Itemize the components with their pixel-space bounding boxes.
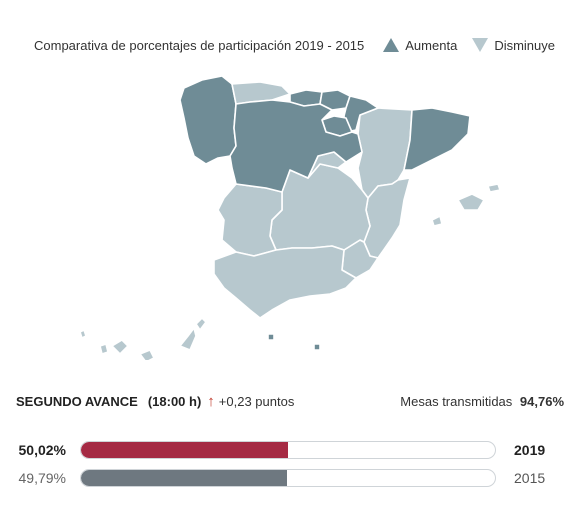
- progress-fill-2015: [81, 470, 288, 486]
- region-galicia[interactable]: [179, 75, 237, 165]
- region-canarias-5[interactable]: [179, 327, 197, 351]
- region-melilla[interactable]: [313, 343, 321, 351]
- region-baleares[interactable]: [457, 193, 485, 211]
- legend-title: Comparativa de porcentajes de participac…: [34, 37, 365, 53]
- participation-pct-2015: 49,79%: [18, 470, 66, 486]
- advance-info-row: SEGUNDO AVANCE (18:00 h) ↑ +0,23 puntos …: [16, 392, 564, 410]
- participation-delta: +0,23 puntos: [218, 393, 295, 409]
- year-label-2019: 2019: [514, 442, 546, 458]
- region-canarias-3[interactable]: [111, 339, 129, 355]
- mesas-label: Mesas transmitidas: [400, 393, 513, 409]
- region-andalucia[interactable]: [213, 245, 357, 319]
- legend-decrease-label: Disminuye: [494, 37, 555, 53]
- triangle-up-icon: [383, 38, 400, 52]
- mesas-transmitidas: Mesas transmitidas 94,76%: [400, 394, 564, 409]
- progress-track-2015: [80, 469, 496, 487]
- spain-map-svg: [79, 75, 501, 360]
- region-canarias-4[interactable]: [139, 349, 155, 360]
- legend-increase: Aumenta: [382, 37, 457, 53]
- map-legend: Comparativa de porcentajes de participac…: [34, 36, 574, 54]
- mesas-value: 94,76%: [519, 393, 564, 409]
- participation-bar-2015: 49,79% 2015: [0, 467, 580, 489]
- region-castilla-y-leon[interactable]: [229, 99, 363, 193]
- legend-increase-label: Aumenta: [405, 37, 458, 53]
- advance-title: SEGUNDO AVANCE: [16, 393, 138, 409]
- triangle-down-icon: [472, 38, 489, 52]
- region-ceuta[interactable]: [267, 333, 275, 341]
- region-navarra[interactable]: [343, 95, 379, 133]
- region-extremadura[interactable]: [217, 183, 283, 257]
- region-canarias-6[interactable]: [195, 317, 207, 331]
- region-cataluna[interactable]: [403, 107, 471, 171]
- participation-pct-2019: 50,02%: [18, 442, 66, 458]
- progress-fill-2019: [81, 442, 289, 458]
- legend-decrease: Disminuye: [471, 37, 555, 53]
- progress-track-2019: [80, 441, 496, 459]
- region-baleares-ibiza[interactable]: [431, 215, 443, 227]
- region-baleares-menorca[interactable]: [487, 183, 501, 193]
- year-label-2015: 2015: [514, 470, 546, 486]
- spain-participation-map: [0, 60, 580, 360]
- region-canarias-1[interactable]: [79, 329, 87, 339]
- arrow-up-icon: ↑: [207, 392, 215, 410]
- advance-time: (18:00 h): [147, 393, 202, 409]
- region-canarias-2[interactable]: [99, 343, 109, 355]
- participation-bar-2019: 50,02% 2019: [0, 439, 580, 461]
